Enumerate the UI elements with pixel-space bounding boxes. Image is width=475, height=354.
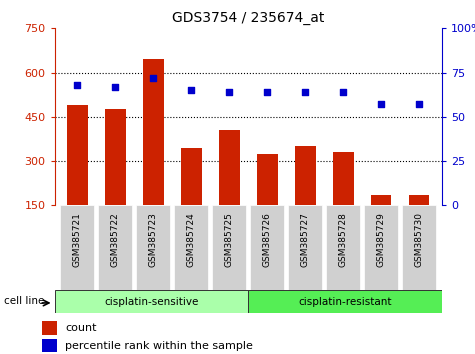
Title: GDS3754 / 235674_at: GDS3754 / 235674_at [172, 11, 324, 24]
Text: GSM385725: GSM385725 [225, 212, 234, 267]
Bar [181, 148, 202, 205]
FancyBboxPatch shape [55, 290, 248, 313]
Point [150, 75, 157, 81]
FancyBboxPatch shape [288, 205, 322, 292]
Bar [42, 339, 57, 352]
Text: count: count [65, 323, 97, 333]
Point [301, 89, 309, 95]
Bar [67, 105, 88, 205]
FancyBboxPatch shape [364, 205, 398, 292]
Point [112, 84, 119, 90]
Text: GSM385730: GSM385730 [415, 212, 424, 267]
Text: GSM385728: GSM385728 [339, 212, 348, 267]
FancyBboxPatch shape [326, 205, 360, 292]
Text: GSM385729: GSM385729 [377, 212, 386, 267]
FancyBboxPatch shape [136, 205, 171, 292]
Point [74, 82, 81, 88]
Text: GSM385726: GSM385726 [263, 212, 272, 267]
FancyBboxPatch shape [248, 290, 442, 313]
FancyBboxPatch shape [174, 205, 209, 292]
Bar [332, 152, 353, 205]
Point [339, 89, 347, 95]
Text: GSM385722: GSM385722 [111, 212, 120, 267]
Text: cell line: cell line [4, 296, 45, 306]
Point [226, 89, 233, 95]
Point [377, 102, 385, 107]
Bar [219, 130, 240, 205]
Bar [408, 195, 429, 205]
Bar [105, 109, 126, 205]
Bar [143, 59, 164, 205]
Text: percentile rank within the sample: percentile rank within the sample [65, 341, 253, 350]
FancyBboxPatch shape [212, 205, 247, 292]
Bar [256, 154, 277, 205]
Text: GSM385723: GSM385723 [149, 212, 158, 267]
Bar [370, 195, 391, 205]
Point [263, 89, 271, 95]
Bar [42, 321, 57, 335]
FancyBboxPatch shape [402, 205, 436, 292]
FancyBboxPatch shape [60, 205, 95, 292]
Text: GSM385724: GSM385724 [187, 212, 196, 267]
FancyBboxPatch shape [98, 205, 133, 292]
Text: GSM385727: GSM385727 [301, 212, 310, 267]
Text: GSM385721: GSM385721 [73, 212, 82, 267]
Point [188, 87, 195, 93]
FancyBboxPatch shape [250, 205, 284, 292]
Point [415, 102, 423, 107]
Text: cisplatin-sensitive: cisplatin-sensitive [104, 297, 199, 307]
Text: cisplatin-resistant: cisplatin-resistant [298, 297, 392, 307]
Bar [294, 146, 315, 205]
